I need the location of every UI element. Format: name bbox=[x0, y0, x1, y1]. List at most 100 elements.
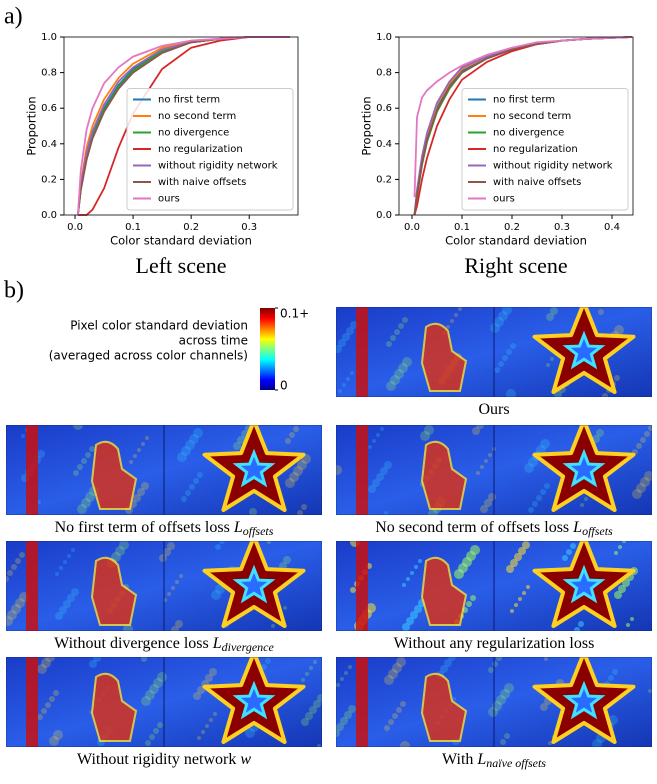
heatmap-noise bbox=[410, 571, 414, 575]
heatmap-noise bbox=[177, 452, 187, 462]
heatmap-noise bbox=[59, 606, 67, 614]
heatmap-noise bbox=[197, 736, 201, 740]
heatmap-noise bbox=[37, 450, 45, 458]
heatmap-noise bbox=[406, 617, 414, 625]
heatmap-noise bbox=[153, 678, 163, 688]
heatmap-noise bbox=[175, 580, 179, 584]
image-caption: Without rigidity network w bbox=[77, 751, 251, 768]
heatmap-noise bbox=[400, 701, 406, 707]
y-tick-label: 0.6 bbox=[41, 103, 57, 114]
caption-text: Without rigidity network bbox=[77, 751, 240, 768]
heatmap-noise bbox=[550, 357, 554, 361]
heatmap-noise bbox=[261, 664, 267, 670]
heatmap-noise bbox=[205, 724, 209, 728]
heatmap-noise bbox=[376, 473, 384, 481]
heatmap-noise bbox=[271, 624, 275, 628]
heatmap-noise bbox=[350, 371, 354, 375]
heatmap-noise bbox=[648, 689, 652, 693]
heatmap-noise bbox=[53, 730, 63, 740]
heatmap-pillar bbox=[26, 425, 38, 515]
heatmap-noise bbox=[340, 717, 348, 725]
heatmap-noise bbox=[514, 603, 518, 607]
heatmap-noise bbox=[618, 545, 622, 549]
heatmap-image bbox=[6, 541, 322, 631]
heatmap-noise bbox=[414, 605, 422, 613]
heatmap-noise bbox=[384, 725, 390, 731]
heatmap-noise bbox=[336, 465, 342, 475]
heatmap-noise bbox=[550, 307, 558, 315]
heatmap-noise bbox=[514, 553, 522, 561]
heatmap-noise bbox=[219, 541, 225, 544]
caption-subscript: offsets bbox=[243, 524, 274, 538]
heatmap-noise bbox=[19, 552, 25, 558]
heatmap-noise bbox=[488, 493, 496, 501]
legend-label: ours bbox=[493, 194, 515, 205]
caption-text: Without divergence loss bbox=[54, 635, 213, 652]
heatmap-noise bbox=[504, 733, 510, 739]
x-tick-label: 0.0 bbox=[67, 222, 83, 233]
heatmap-noise bbox=[309, 666, 313, 670]
colorbar-tick-label: 0 bbox=[280, 379, 288, 393]
legend-label: no first term bbox=[158, 95, 220, 106]
heatmap-noise bbox=[490, 323, 500, 333]
heatmap-noise bbox=[249, 508, 257, 515]
heatmap-noise bbox=[81, 458, 87, 464]
heatmap-noise bbox=[41, 658, 51, 668]
heatmap-noise bbox=[476, 425, 484, 429]
caption-text: Without any regularization loss bbox=[394, 635, 595, 652]
legend-box bbox=[461, 88, 629, 211]
heatmap-noise bbox=[414, 565, 418, 569]
x-tick-label: 0.3 bbox=[241, 222, 257, 233]
heatmap-noise bbox=[500, 739, 506, 745]
heatmap-noise bbox=[618, 585, 626, 593]
heatmap-noise bbox=[137, 448, 141, 452]
heatmap-noise bbox=[402, 623, 410, 631]
heatmap-noise bbox=[510, 559, 518, 567]
heatmap-noise bbox=[233, 442, 241, 450]
heatmap-noise bbox=[612, 669, 618, 675]
image-caption: No first term of offsets loss Loffsets bbox=[55, 519, 274, 538]
heatmap-noise bbox=[338, 339, 346, 347]
caption-text: Ours bbox=[478, 401, 509, 418]
heatmap-noise bbox=[342, 333, 350, 341]
heatmap-noise bbox=[602, 393, 608, 397]
x-tick-label: 0.1 bbox=[125, 222, 141, 233]
plot-frame bbox=[398, 36, 634, 216]
heatmap-noise bbox=[440, 665, 448, 673]
heatmap-noise bbox=[484, 459, 488, 463]
heatmap-noise bbox=[15, 598, 25, 608]
heatmap-noise bbox=[394, 329, 400, 335]
legend-label: no second term bbox=[493, 111, 571, 122]
heatmap-noise bbox=[566, 549, 572, 555]
legend-label: with naive offsets bbox=[158, 177, 246, 188]
heatmap-noise bbox=[85, 452, 91, 458]
heatmap-noise bbox=[185, 440, 195, 450]
heatmap-noise bbox=[398, 363, 408, 373]
heatmap-noise bbox=[348, 705, 356, 713]
heatmap-noise bbox=[49, 736, 59, 746]
heatmap-figure bbox=[420, 322, 468, 392]
heatmap-noise bbox=[496, 695, 506, 705]
heatmap-noise bbox=[540, 703, 548, 711]
heatmap-noise bbox=[181, 496, 187, 502]
heatmap-noise bbox=[153, 728, 159, 734]
colorbar-tick-label: 0.1+ bbox=[280, 307, 309, 321]
heatmap-noise bbox=[145, 690, 155, 700]
heatmap-image bbox=[336, 541, 652, 631]
heatmap-pillar bbox=[356, 657, 368, 747]
heatmap-noise bbox=[141, 442, 145, 446]
heatmap-noise bbox=[189, 434, 199, 444]
heatmap-noise bbox=[380, 467, 388, 475]
heatmap-pillar bbox=[356, 425, 368, 515]
heatmap-noise bbox=[418, 559, 422, 563]
heatmap-noise bbox=[63, 600, 71, 608]
legend-label: no first term bbox=[493, 95, 555, 106]
heatmap-noise bbox=[15, 558, 21, 564]
heatmap-noise bbox=[526, 585, 530, 589]
heatmap-noise bbox=[133, 494, 141, 502]
y-tick-label: 1.0 bbox=[41, 32, 57, 43]
heatmap-noise bbox=[336, 723, 344, 731]
heatmap-noise bbox=[73, 470, 79, 476]
heatmap-noise bbox=[297, 460, 307, 470]
